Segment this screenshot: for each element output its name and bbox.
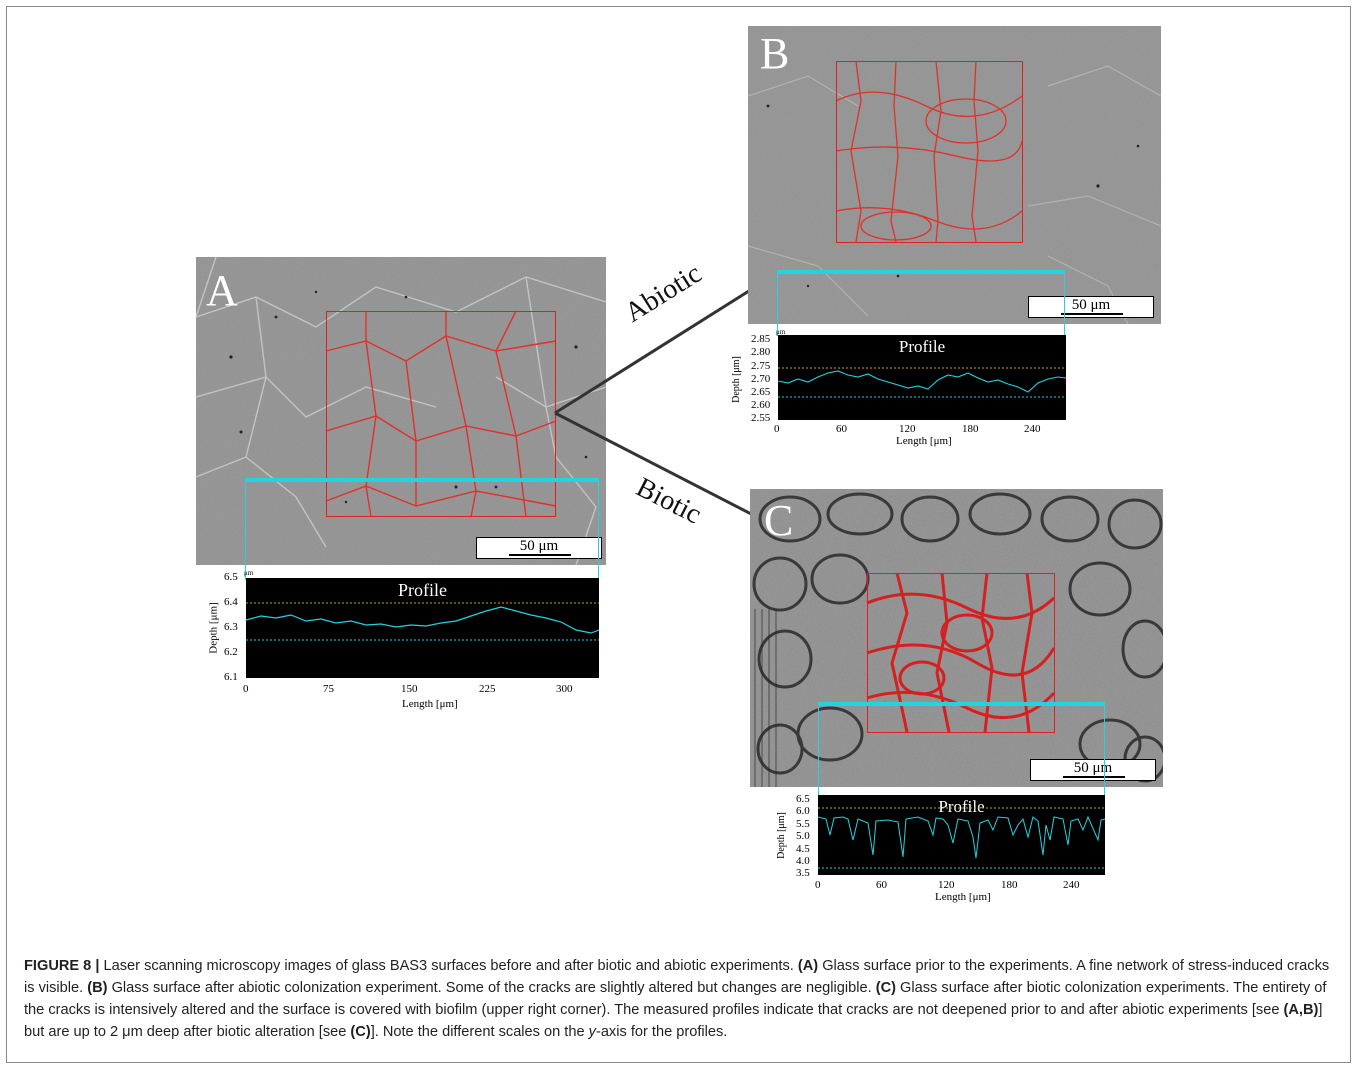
caption-a-text: Glass surface prior to the experiments. … bbox=[24, 958, 1330, 996]
caption-c2-tag: (C) bbox=[350, 1024, 371, 1040]
caption-ab-text: ] but are up to 2 μm deep after biotic a… bbox=[24, 1002, 1323, 1040]
panel-c-scalebar: 50 μm bbox=[1030, 759, 1156, 781]
caption-c-tag: (C) bbox=[875, 980, 896, 996]
panel-a-scale-label: 50 μm bbox=[519, 538, 559, 554]
panel-b-profile-line bbox=[777, 270, 1065, 274]
panel-c-xtick-2: 120 bbox=[938, 879, 955, 891]
panel-b-xtick-4: 240 bbox=[1024, 423, 1041, 435]
panel-c-xtick-1: 60 bbox=[876, 879, 887, 891]
caption-end-text: -axis for the profiles. bbox=[595, 1024, 728, 1040]
caption-ab-tag: (A,B) bbox=[1283, 1002, 1319, 1018]
panel-b-xtick-0: 0 bbox=[774, 423, 780, 435]
caption-b-tag: (B) bbox=[87, 980, 108, 996]
panel-b-xlabel: Length [μm] bbox=[896, 435, 952, 447]
caption-c2-text: ]. Note the different scales on the bbox=[370, 1024, 589, 1040]
panel-a-profile-title: Profile bbox=[398, 580, 447, 600]
panel-b-ytick-4: 2.65 bbox=[751, 386, 771, 398]
panel-b-xtick-3: 180 bbox=[962, 423, 979, 435]
panel-a-scale-bar bbox=[509, 554, 571, 556]
panel-b-roi bbox=[836, 61, 1023, 243]
panel-b-scale-bar bbox=[1061, 313, 1123, 315]
panel-a-profile-line bbox=[245, 478, 599, 482]
panel-b-letter: B bbox=[760, 29, 790, 78]
panel-a-profile-right bbox=[598, 480, 599, 580]
caption-intro: Laser scanning microscopy images of glas… bbox=[99, 958, 798, 974]
panel-b-unit-tag: μm bbox=[776, 328, 786, 336]
panel-a-xtick-0: 0 bbox=[243, 683, 249, 695]
panel-b-ytick-5: 2.60 bbox=[751, 399, 771, 411]
panel-a-letter: A bbox=[206, 266, 238, 315]
panel-c-ytick-5: 4.0 bbox=[796, 855, 810, 867]
panel-a-roi bbox=[326, 311, 556, 517]
panel-a-scalebar: 50 μm bbox=[476, 537, 602, 559]
panel-c-ytick-6: 3.5 bbox=[796, 867, 810, 879]
panel-a-profile-left bbox=[245, 480, 246, 580]
panel-a-xtick-4: 300 bbox=[556, 683, 573, 695]
panel-c-profile-left bbox=[818, 704, 819, 796]
caption-c-text: Glass surface after biotic colonization … bbox=[24, 980, 1327, 1018]
panel-a-ytick-2: 6.3 bbox=[224, 621, 238, 633]
panel-c-profile: Profile bbox=[818, 795, 1105, 875]
panel-a-xtick-2: 150 bbox=[401, 683, 418, 695]
panel-a-ytick-4: 6.1 bbox=[224, 671, 238, 683]
panel-c-profile-title: Profile bbox=[938, 797, 985, 816]
panel-a-ytick-1: 6.4 bbox=[224, 596, 238, 608]
panel-b-profile-title: Profile bbox=[898, 337, 946, 356]
panel-b-ytick-0: 2.85 bbox=[751, 333, 771, 345]
panel-b-ylabel: Depth [μm] bbox=[730, 356, 742, 403]
panel-a-ylabel: Depth [μm] bbox=[207, 602, 220, 654]
panel-c-scale-bar bbox=[1063, 776, 1125, 778]
figure-caption: FIGURE 8 | Laser scanning microscopy ima… bbox=[24, 955, 1340, 1043]
panel-b-image: B 50 μm bbox=[748, 26, 1161, 324]
panel-c-letter: C bbox=[764, 496, 794, 545]
caption-b-text: Glass surface after abiotic colonization… bbox=[107, 980, 876, 996]
panel-b-ytick-3: 2.70 bbox=[751, 373, 771, 385]
panel-a-ytick-3: 6.2 bbox=[224, 646, 238, 658]
panel-b-ytick-2: 2.75 bbox=[751, 360, 771, 372]
panel-c-xlabel: Length [μm] bbox=[935, 891, 991, 903]
panel-c-profile-line bbox=[818, 702, 1105, 706]
panel-a-xtick-1: 75 bbox=[323, 683, 334, 695]
panel-b-profile: Profile bbox=[778, 335, 1066, 420]
panel-c-xtick-4: 240 bbox=[1063, 879, 1080, 891]
panel-c-scale-label: 50 μm bbox=[1073, 760, 1113, 776]
panel-b-ytick-6: 2.55 bbox=[751, 412, 771, 424]
panel-a-xtick-3: 225 bbox=[479, 683, 496, 695]
panel-c-xtick-0: 0 bbox=[815, 879, 821, 891]
panel-c-profile-right bbox=[1104, 704, 1105, 796]
panel-a-profile: Profile bbox=[246, 578, 599, 678]
panel-b-scalebar: 50 μm bbox=[1028, 296, 1154, 318]
panel-a-ytick-0: 6.5 bbox=[224, 571, 238, 583]
panel-b-ytick-1: 2.80 bbox=[751, 346, 771, 358]
panel-c-ytick-1: 6.0 bbox=[796, 805, 810, 817]
caption-label: FIGURE 8 | bbox=[24, 958, 100, 974]
panel-c-ytick-3: 5.0 bbox=[796, 830, 810, 842]
panel-a-image: A 50 μm bbox=[196, 257, 606, 565]
panel-c-roi bbox=[867, 573, 1055, 733]
panel-a-xlabel: Length [μm] bbox=[402, 698, 458, 710]
panel-b-profile-right bbox=[1064, 272, 1065, 336]
figure-frame bbox=[6, 6, 1351, 1063]
panel-b-scale-label: 50 μm bbox=[1071, 297, 1111, 313]
caption-a-tag: (A) bbox=[797, 958, 819, 974]
panel-c-ytick-0: 6.5 bbox=[796, 793, 810, 805]
panel-c-ytick-4: 4.5 bbox=[796, 843, 810, 855]
panel-b-xtick-2: 120 bbox=[899, 423, 916, 435]
panel-b-xtick-1: 60 bbox=[836, 423, 847, 435]
panel-c-xtick-3: 180 bbox=[1001, 879, 1018, 891]
panel-b-profile-left bbox=[777, 272, 778, 336]
panel-a-unit-tag: μm bbox=[244, 569, 254, 577]
caption-y-axis: y bbox=[588, 1024, 596, 1040]
panel-c-image: C 50 μm bbox=[750, 489, 1163, 787]
panel-c-ytick-2: 5.5 bbox=[796, 818, 810, 830]
panel-c-ylabel: Depth [μm] bbox=[775, 812, 787, 859]
